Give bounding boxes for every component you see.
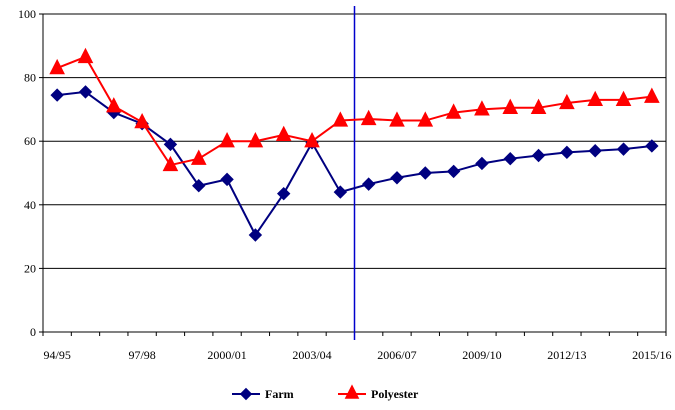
data-point-farm-11 <box>361 177 376 191</box>
data-point-farm-10 <box>333 185 348 199</box>
series-layer <box>49 47 660 242</box>
data-point-polyester-17 <box>530 98 547 114</box>
x-tick-label-2012-13: 2012/13 <box>547 348 586 362</box>
data-point-farm-0 <box>50 88 64 102</box>
series-line-farm <box>57 90 652 237</box>
data-point-polyester-11 <box>360 109 377 126</box>
data-point-polyester-21 <box>644 87 660 103</box>
data-point-farm-17 <box>531 148 546 163</box>
data-point-polyester-14 <box>445 103 462 119</box>
data-point-farm-16 <box>503 151 517 166</box>
y-tick-label-0: 0 <box>30 325 36 339</box>
data-point-polyester-2 <box>105 97 122 113</box>
y-tick-label-100: 100 <box>18 7 36 21</box>
y-tick-label-60: 60 <box>24 134 36 148</box>
data-point-farm-4 <box>163 137 178 152</box>
x-tick-label-94-95: 94/95 <box>43 348 70 362</box>
data-point-farm-18 <box>560 145 574 160</box>
x-tick-label-2000-01: 2000/01 <box>207 348 246 362</box>
data-point-farm-21 <box>645 139 659 153</box>
data-point-polyester-20 <box>615 90 632 106</box>
data-point-polyester-18 <box>559 93 575 110</box>
data-point-polyester-15 <box>474 100 490 116</box>
data-point-farm-20 <box>616 142 631 156</box>
legend-marker-polyester <box>344 384 360 399</box>
x-tick-label-97-98: 97/98 <box>128 348 155 362</box>
data-point-polyester-16 <box>502 98 519 114</box>
x-tick-label-2003-04: 2003/04 <box>292 348 331 362</box>
data-point-polyester-3 <box>134 112 150 129</box>
data-point-polyester-5 <box>190 149 207 165</box>
data-point-farm-6 <box>220 172 234 187</box>
x-tick-label-2015-16: 2015/16 <box>632 348 671 362</box>
x-axis: 94/95 97/98 2000/01 2003/04 2006/07 2009/10 20… <box>42 332 672 362</box>
data-point-farm-15 <box>475 156 489 171</box>
data-point-farm-7 <box>248 228 263 242</box>
data-point-polyester-12 <box>389 111 405 127</box>
x-tick-label-2006-07: 2006/07 <box>377 348 416 362</box>
legend: Farm Polyester <box>232 384 419 401</box>
data-point-polyester-10 <box>332 111 349 127</box>
data-point-polyester-7 <box>247 132 264 148</box>
x-tick-label-2009-10: 2009/10 <box>462 348 501 362</box>
data-point-farm-8 <box>276 186 291 201</box>
data-point-polyester-6 <box>219 132 235 148</box>
data-point-farm-19 <box>588 144 602 158</box>
data-point-farm-12 <box>390 171 404 185</box>
data-point-polyester-1 <box>77 47 94 64</box>
legend-label-polyester: Polyester <box>371 387 419 401</box>
y-tick-label-40: 40 <box>24 198 36 212</box>
y-tick-label-20: 20 <box>24 261 36 275</box>
data-point-polyester-19 <box>587 90 604 106</box>
series-line-polyester <box>56 55 652 167</box>
data-point-polyester-4 <box>162 155 179 172</box>
data-point-polyester-0 <box>49 58 65 75</box>
data-point-farm-5 <box>192 179 206 193</box>
y-tick-label-80: 80 <box>24 71 36 85</box>
data-point-farm-13 <box>418 166 433 180</box>
legend-marker-farm <box>239 387 253 401</box>
data-point-polyester-8 <box>275 125 292 141</box>
data-point-polyester-13 <box>417 111 434 127</box>
data-point-polyester-9 <box>304 132 320 148</box>
legend-label-farm: Farm <box>265 387 294 401</box>
data-point-farm-1 <box>78 85 93 99</box>
y-axis: 0 20 40 60 80 100 <box>18 7 43 339</box>
data-point-farm-14 <box>446 164 461 179</box>
